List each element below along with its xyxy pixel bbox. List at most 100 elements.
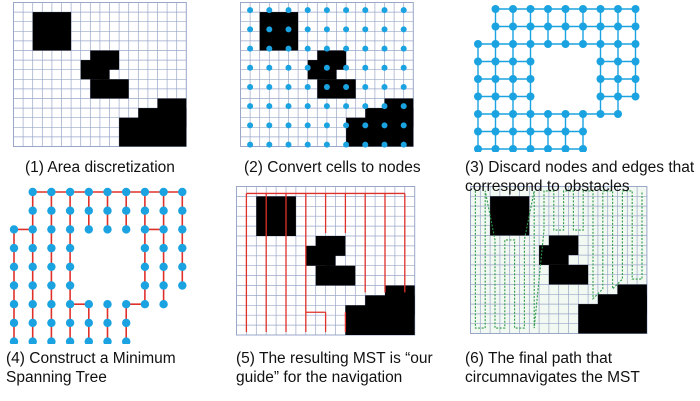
- caption-line: (3) Discard nodes and edges that: [465, 159, 695, 176]
- node: [140, 187, 150, 197]
- node: [304, 64, 311, 71]
- node: [285, 45, 292, 52]
- node: [323, 64, 330, 71]
- caption-line: (1) Area discretization: [25, 159, 175, 176]
- node: [47, 187, 56, 197]
- node: [362, 141, 369, 148]
- caption-panel-4: (4) Construct a Minimum Spanning Tree: [6, 349, 176, 387]
- node: [381, 103, 388, 110]
- caption-line: (6) The final path that: [465, 350, 613, 367]
- node: [178, 206, 187, 215]
- node: [491, 127, 500, 136]
- node: [614, 22, 622, 31]
- node: [65, 206, 75, 215]
- node: [526, 75, 535, 83]
- node: [614, 57, 622, 66]
- node: [544, 145, 552, 152]
- node: [474, 145, 482, 152]
- caption-panel-6: (6) The final path that circumnavigates …: [465, 349, 640, 387]
- node: [103, 318, 112, 328]
- node: [159, 187, 168, 197]
- node: [343, 103, 350, 110]
- node: [247, 45, 254, 52]
- caption-line: guide” for the navigation: [236, 369, 403, 386]
- node: [285, 26, 292, 33]
- obstacle: [307, 60, 337, 80]
- node: [509, 92, 517, 101]
- node: [266, 64, 273, 71]
- node: [614, 92, 622, 101]
- node: [103, 187, 112, 197]
- node: [122, 225, 131, 234]
- node: [509, 57, 517, 66]
- panel-5-mst-guide: [236, 186, 418, 342]
- node: [323, 141, 330, 148]
- node: [544, 5, 552, 13]
- node: [122, 206, 131, 215]
- node: [28, 318, 37, 328]
- node: [9, 337, 19, 344]
- caption-panel-1: (1) Area discretization: [25, 158, 175, 177]
- node: [526, 110, 535, 118]
- coverage-path: [474, 190, 643, 329]
- node: [323, 122, 330, 129]
- node: [509, 40, 517, 48]
- panel-3-discard-obstacle-nodes: [470, 2, 646, 152]
- free-space-node-graph: [474, 5, 640, 152]
- node: [65, 318, 75, 328]
- obstacle: [345, 305, 415, 335]
- node: [178, 262, 187, 271]
- obstacle: [256, 196, 296, 236]
- node: [247, 103, 254, 110]
- node: [526, 57, 535, 66]
- node: [285, 83, 292, 90]
- node: [579, 5, 587, 13]
- node: [596, 22, 605, 31]
- node: [122, 337, 131, 344]
- node: [491, 22, 500, 31]
- node: [631, 40, 640, 48]
- node: [140, 243, 150, 253]
- mst-graph: [9, 187, 187, 344]
- obstacle: [578, 304, 647, 334]
- node: [362, 26, 369, 33]
- node: [474, 110, 482, 118]
- node: [304, 7, 311, 14]
- node: [631, 22, 640, 31]
- obstacle: [119, 117, 187, 147]
- node: [103, 225, 112, 234]
- node: [561, 127, 570, 136]
- node: [526, 5, 535, 13]
- node: [9, 300, 19, 309]
- node: [474, 92, 482, 101]
- node: [247, 64, 254, 71]
- node: [614, 40, 622, 48]
- node: [400, 26, 407, 33]
- panel-6-final-path: [470, 186, 648, 342]
- node: [381, 122, 388, 129]
- node: [509, 145, 517, 152]
- node: [526, 22, 535, 31]
- node: [304, 141, 311, 148]
- node: [362, 122, 369, 129]
- caption-panel-3: (3) Discard nodes and edges that corresp…: [465, 158, 694, 196]
- node: [631, 5, 640, 13]
- node: [596, 75, 605, 83]
- node: [400, 7, 407, 14]
- node: [266, 7, 273, 14]
- obstacle: [259, 12, 299, 51]
- node: [596, 110, 605, 118]
- node: [343, 64, 350, 71]
- node: [28, 337, 37, 344]
- node: [122, 187, 131, 197]
- node: [596, 57, 605, 66]
- node: [579, 22, 587, 31]
- node: [400, 64, 407, 71]
- coverage-path-grid: [470, 186, 648, 334]
- node: [159, 225, 168, 234]
- node: [596, 5, 605, 13]
- node: [343, 7, 350, 14]
- node: [544, 40, 552, 48]
- node: [343, 83, 350, 90]
- node: [491, 40, 500, 48]
